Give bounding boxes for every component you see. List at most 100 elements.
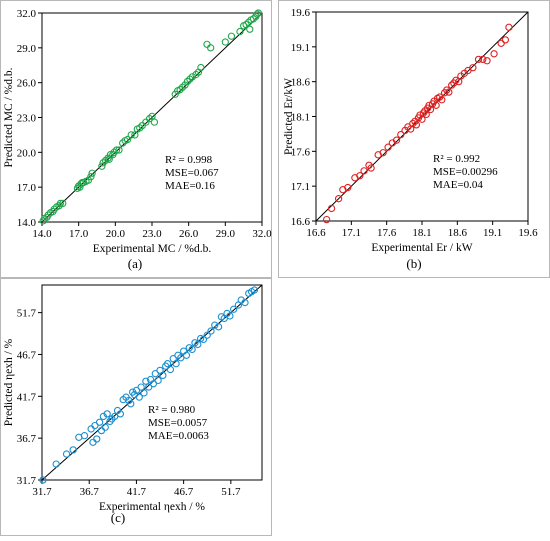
data-point	[203, 331, 211, 339]
data-point	[91, 421, 99, 430]
data-point	[334, 195, 343, 203]
data-point	[98, 162, 106, 170]
panel-b-chart: 16.616.6 17.1 17.1 17.6 17.6 18.1 18.1 18.6 18.6…	[278, 0, 550, 278]
data-point	[192, 70, 200, 79]
data-point	[367, 164, 375, 172]
panel-frame	[0, 0, 272, 278]
data-point	[249, 15, 258, 23]
stat-text: MSE=0.067	[165, 167, 219, 179]
x-axis-label: Experimental MC / %d.b.	[93, 243, 212, 255]
data-point	[101, 156, 110, 165]
data-point	[69, 446, 77, 454]
panel-label: (a)	[128, 256, 142, 271]
x-tick-label: 17.1	[342, 227, 361, 239]
data-point	[188, 345, 196, 354]
data-point	[253, 10, 261, 18]
x-tick-label: 18.1	[412, 227, 431, 239]
data-point	[39, 476, 47, 484]
data-point	[44, 211, 52, 219]
data-point	[116, 410, 125, 418]
data-point	[254, 9, 262, 17]
data-point	[392, 136, 401, 144]
data-point	[145, 115, 154, 123]
stat-text: R² = 0.980	[148, 404, 196, 416]
data-point	[250, 286, 259, 294]
y-tick-label: 18.6	[291, 77, 311, 89]
data-point	[183, 77, 192, 86]
data-point	[99, 159, 107, 167]
data-point	[214, 323, 223, 331]
data-point	[412, 121, 420, 129]
x-tick-label: 16.6	[306, 227, 326, 239]
data-point	[505, 23, 513, 31]
panel-label: (b)	[406, 256, 421, 271]
data-point	[127, 400, 135, 408]
y-tick-label: 19.6	[291, 7, 311, 19]
data-point	[221, 38, 229, 46]
data-point	[59, 199, 67, 208]
data-point	[236, 27, 244, 36]
y-tick-label: 26.0	[17, 78, 37, 90]
x-tick-label: 18.6	[448, 227, 468, 239]
data-point	[123, 135, 132, 144]
data-point	[178, 83, 187, 91]
y-tick-label: 51.7	[17, 308, 37, 320]
data-point	[241, 298, 249, 307]
data-point	[438, 96, 446, 104]
y-tick-label: 23.0	[17, 113, 37, 125]
y-axis-label: Predicted Er/kW	[283, 78, 295, 155]
data-point	[166, 365, 175, 374]
data-point	[176, 85, 184, 94]
data-point	[474, 55, 483, 64]
x-tick-label: 19.1	[483, 227, 502, 239]
x-tick-label: 19.6	[518, 227, 538, 239]
data-point	[159, 371, 167, 380]
data-point	[322, 215, 331, 224]
y-tick-label: 32.0	[17, 8, 37, 20]
x-tick-label: 29.0	[216, 228, 236, 240]
data-point	[103, 410, 111, 418]
data-point	[356, 172, 364, 180]
data-point	[151, 370, 159, 378]
data-point	[211, 321, 219, 329]
data-point	[186, 75, 194, 83]
data-point	[50, 205, 58, 213]
x-tick-label: 36.7	[80, 486, 100, 498]
data-point	[140, 389, 148, 397]
y-tick-label: 19.1	[291, 42, 310, 54]
data-point	[56, 199, 64, 208]
y-tick-label: 29.0	[17, 43, 37, 55]
data-point	[469, 64, 477, 72]
data-point	[93, 435, 101, 443]
data-point	[163, 360, 172, 368]
stat-text: MAE=0.16	[165, 180, 215, 192]
data-point	[483, 57, 491, 65]
data-point	[88, 169, 96, 177]
data-point	[142, 377, 150, 385]
x-axis-label: Experimental ηexh / %	[99, 501, 205, 513]
data-point	[425, 101, 433, 110]
x-tick-label: 20.0	[106, 228, 126, 240]
data-point	[379, 149, 387, 157]
y-axis-label: Predicted MC / %d.b.	[3, 67, 15, 167]
x-tick-label: 41.7	[127, 486, 147, 498]
y-tick-label: 46.7	[17, 349, 37, 361]
data-point	[448, 81, 456, 89]
y-tick-label: 17.0	[17, 182, 37, 194]
data-point	[226, 312, 234, 320]
data-point	[445, 88, 453, 96]
data-point	[227, 32, 236, 40]
data-point	[344, 183, 352, 192]
data-point	[115, 146, 123, 154]
data-point	[199, 335, 208, 344]
data-point	[242, 20, 250, 29]
data-point	[197, 63, 205, 72]
data-point	[145, 383, 153, 391]
data-point	[95, 418, 104, 426]
data-point	[87, 173, 95, 181]
data-point	[136, 124, 144, 132]
data-point	[119, 139, 127, 147]
x-tick-label: 26.0	[179, 228, 199, 240]
panel-a-chart: 14.014.0 17.0 17.0 20.0 20.0 23.0 23.0 26.0 26.0…	[0, 0, 272, 278]
